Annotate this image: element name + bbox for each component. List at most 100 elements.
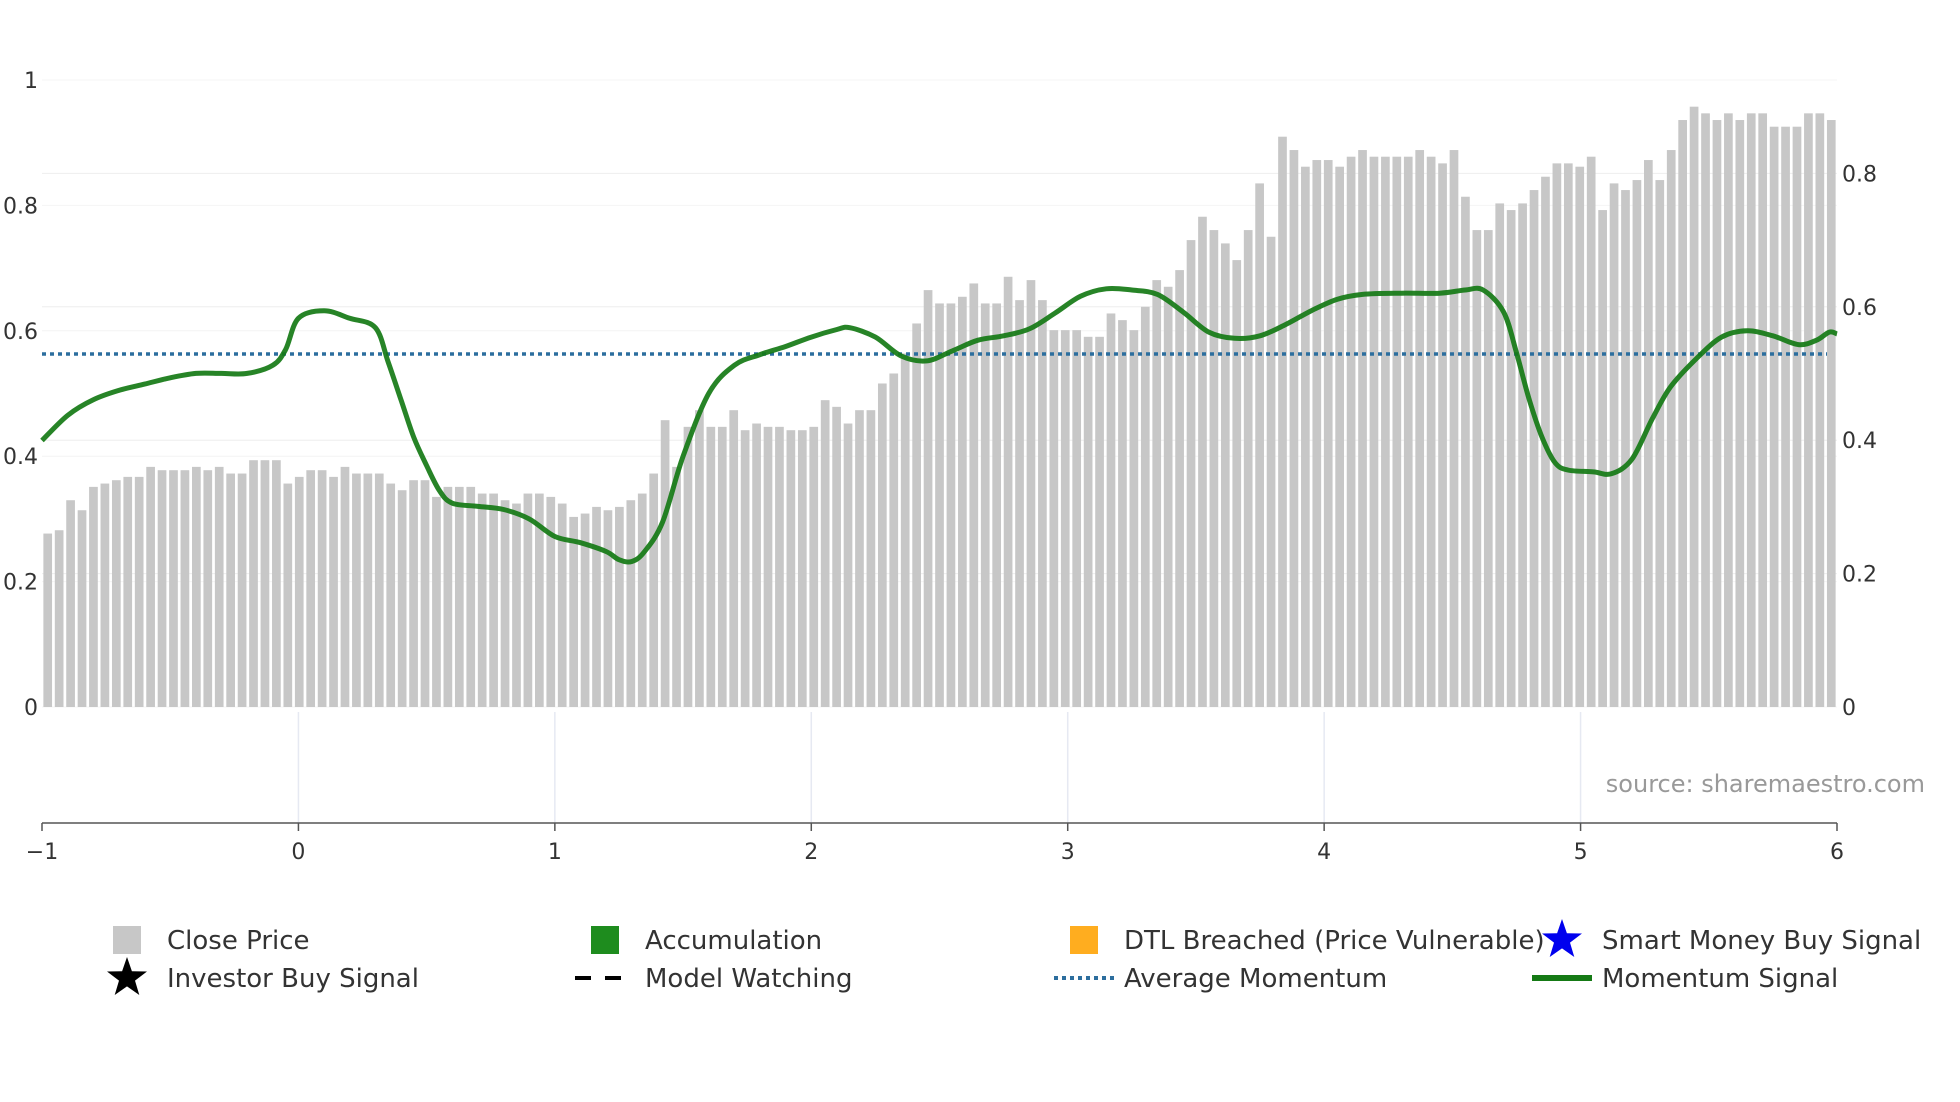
close-price-bar	[797, 430, 807, 707]
close-price-bar	[535, 493, 544, 707]
legend: Close Price Accumulation DTL Breached (Pri…	[107, 919, 1921, 995]
close-price-bar	[1015, 300, 1024, 707]
close-price-bar	[1175, 270, 1184, 707]
close-price-bar	[1118, 320, 1127, 707]
close-price-bar	[1060, 330, 1070, 707]
close-price-bar	[1621, 190, 1630, 707]
close-price-bar	[294, 476, 304, 707]
close-price-bar	[443, 486, 453, 707]
y-right-tick-label: 0	[1842, 696, 1856, 721]
close-price-bar	[569, 516, 578, 707]
close-price-bar	[1701, 113, 1710, 708]
close-price-bar	[192, 466, 201, 707]
close-price-bar	[660, 420, 670, 707]
legend-label: Smart Money Buy Signal	[1602, 926, 1921, 956]
close-price-bar	[1735, 120, 1745, 707]
close-price-bar	[1243, 230, 1253, 707]
close-price-bar	[43, 533, 53, 707]
close-price-bar	[1026, 280, 1036, 707]
close-price-bar	[1198, 216, 1207, 708]
close-price-bar	[180, 470, 190, 707]
close-price-bar	[980, 303, 990, 707]
close-price-bar	[958, 296, 967, 707]
smart-money-buy-signal-star-icon	[1542, 919, 1582, 957]
close-price-bar	[820, 400, 830, 707]
close-price-bar	[214, 466, 224, 707]
close-price-bar	[317, 470, 327, 707]
close-price-bar	[123, 476, 133, 707]
close-price-bar	[1163, 286, 1173, 707]
close-price-bar	[1678, 120, 1687, 707]
close-price-bar	[603, 510, 613, 707]
close-price-bar	[523, 493, 533, 707]
legend-label: Accumulation	[645, 926, 822, 956]
close-price-bar	[1129, 330, 1139, 707]
y-left-tick-label: 1	[24, 69, 38, 94]
close-price-bar	[363, 473, 373, 707]
close-price-bar	[1689, 106, 1699, 708]
close-price-bar	[1335, 166, 1344, 707]
close-price-bar	[1632, 180, 1642, 708]
close-price-bar	[683, 426, 693, 707]
close-price-bar	[1301, 166, 1310, 707]
close-price-bar	[1003, 276, 1013, 707]
close-price-bar	[1426, 156, 1436, 707]
close-price-bar	[1575, 166, 1585, 707]
close-price-bar	[546, 496, 556, 707]
close-price-bar	[66, 500, 75, 707]
close-price-bar	[1666, 150, 1676, 708]
close-price-bar	[877, 383, 887, 707]
legend-label: Investor Buy Signal	[167, 964, 419, 994]
close-price-bar	[1232, 260, 1242, 707]
close-price-bar	[923, 290, 933, 707]
close-price-bar	[969, 283, 979, 707]
legend-label: Momentum Signal	[1602, 964, 1838, 994]
close-price-bar	[889, 373, 899, 707]
close-price-bar	[672, 466, 681, 707]
close-price-bar	[626, 500, 636, 707]
close-price-bar	[946, 303, 956, 707]
close-price-bar	[1598, 210, 1607, 707]
legend-item: Model Watching	[575, 964, 852, 994]
y-left-tick-label: 0.2	[3, 571, 38, 596]
close-price-bar	[374, 473, 384, 707]
close-price-bar	[649, 473, 659, 707]
close-price-bar	[786, 430, 796, 707]
close-price-bar	[1186, 240, 1196, 707]
close-price-bar	[477, 493, 487, 707]
close-price-bar	[306, 470, 316, 707]
x-tick-label: 1	[548, 840, 562, 865]
close-price-bar	[260, 460, 270, 707]
close-price-bar	[1461, 196, 1470, 708]
close-price-bar	[1724, 113, 1733, 708]
close-price-bar	[752, 423, 761, 707]
close-price-bar	[763, 426, 773, 707]
close-price-bar	[146, 466, 155, 707]
close-price-bar	[637, 493, 647, 707]
legend-item: Smart Money Buy Signal	[1542, 919, 1921, 957]
close-price-bar	[695, 410, 704, 707]
x-tick-label: 2	[804, 840, 818, 865]
close-price-bar	[935, 303, 944, 707]
close-price-bar	[1804, 113, 1813, 708]
close-price-bar	[1644, 160, 1653, 708]
x-tick-label: 6	[1830, 840, 1844, 865]
close-price-bar	[1506, 210, 1516, 707]
close-price-bar	[329, 476, 338, 707]
close-price-bar	[1209, 230, 1219, 707]
close-price-bar	[1403, 156, 1413, 707]
accumulation-swatch	[591, 926, 619, 954]
legend-item: Momentum Signal	[1532, 964, 1838, 994]
close-price-bar	[1083, 336, 1093, 707]
close-price-bar	[1323, 160, 1333, 708]
close-price-bar	[1472, 230, 1482, 707]
close-price-bar	[866, 410, 876, 707]
close-price-bar	[1769, 126, 1779, 707]
close-price-bar	[500, 500, 510, 707]
close-price-bar	[340, 466, 350, 707]
axes: 0 0.2 0.4 0.6 0.8 1 0 0.2 0.4 0.6 0.8 −1 0 1 2 3 4 5 6	[3, 69, 1877, 865]
close-price-bar	[1346, 156, 1356, 707]
close-price-bar	[1381, 156, 1390, 707]
close-price-bar	[283, 483, 293, 707]
